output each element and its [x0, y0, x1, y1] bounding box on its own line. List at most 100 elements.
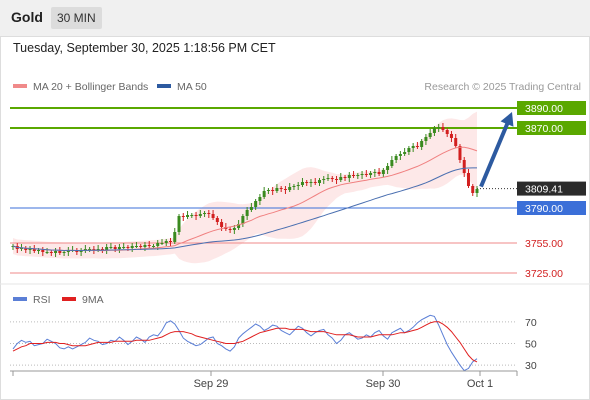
candle-body [326, 178, 330, 179]
candle-body [32, 249, 36, 251]
x-axis-tick-label: Sep 30 [366, 378, 401, 390]
candle-body [292, 186, 296, 187]
candle-body [100, 249, 104, 250]
candle [300, 178, 304, 187]
scenario-arrow [479, 121, 510, 188]
candle-body [466, 173, 470, 186]
candle [449, 131, 453, 142]
candle [339, 173, 343, 182]
candle-body [432, 128, 436, 133]
candle [266, 188, 270, 194]
candle [373, 169, 377, 177]
candle [386, 163, 390, 174]
candle [215, 216, 219, 225]
candle [45, 248, 49, 254]
symbol-title: Gold [11, 9, 43, 25]
candle-body [173, 232, 177, 242]
candle-body [58, 251, 62, 253]
candle [134, 242, 138, 248]
candle [428, 129, 432, 139]
candle-body [109, 247, 113, 248]
candle-body [37, 250, 41, 251]
candle [258, 194, 262, 205]
candle-body [364, 174, 368, 175]
candle-body [300, 182, 304, 185]
candle [66, 247, 70, 256]
candle [160, 239, 164, 245]
candle-body [194, 215, 198, 216]
candle-body [211, 214, 215, 218]
legend-label: RSI [33, 294, 51, 306]
candle-body [403, 152, 407, 154]
candle [309, 179, 313, 187]
copyright-text: Research © 2025 Trading Central [424, 81, 581, 93]
candle [437, 124, 441, 132]
candle-body [313, 182, 317, 183]
candle [381, 168, 385, 177]
level-label-box [517, 101, 586, 115]
candle-body [381, 170, 385, 174]
timeframe-button[interactable]: 30 MIN [51, 7, 102, 29]
candle-body [113, 247, 117, 249]
candle-body [309, 182, 313, 183]
candle [271, 187, 275, 195]
level-label-box [517, 201, 586, 215]
candle-body [130, 246, 134, 248]
candle [130, 243, 134, 252]
candle [49, 250, 53, 256]
candle-body [462, 160, 466, 173]
candle-body [271, 190, 275, 191]
candle-body [411, 146, 415, 148]
candle [228, 227, 232, 233]
candle-body [122, 247, 126, 248]
candle [390, 156, 394, 168]
candle [54, 248, 58, 257]
candle [415, 142, 419, 149]
candle-body [343, 177, 347, 178]
candle [403, 148, 407, 156]
candle [279, 186, 283, 192]
candle-body [139, 246, 143, 247]
candle [79, 248, 83, 256]
candle [296, 182, 300, 190]
candle-body [335, 179, 339, 180]
candle [292, 184, 296, 190]
candle-body [420, 141, 424, 147]
candle-body [190, 215, 194, 216]
candle [211, 210, 215, 220]
candle-body [66, 250, 70, 252]
candle-body [49, 252, 53, 253]
level-label-box [517, 121, 586, 135]
candle-body [105, 247, 109, 250]
level-label: 3890.00 [525, 103, 563, 115]
candle [420, 139, 424, 150]
rsi-ma-line [12, 321, 478, 363]
legend-swatch [157, 84, 171, 88]
legend-swatch [13, 84, 27, 88]
report-timestamp: Tuesday, September 30, 2025 1:18:56 PM C… [13, 41, 276, 55]
candle-body [245, 210, 249, 216]
candle [352, 171, 356, 178]
legend-swatch [62, 297, 76, 301]
candle [432, 126, 436, 136]
candle [466, 169, 470, 188]
level-label: 3790.00 [525, 203, 563, 215]
candle-body [126, 247, 130, 248]
candle [330, 176, 334, 182]
candle [173, 228, 177, 244]
candle-body [117, 247, 121, 249]
candle-body [237, 224, 241, 228]
candle-body [169, 241, 173, 242]
candle [347, 172, 351, 182]
candle-body [288, 187, 292, 190]
candle [241, 214, 245, 227]
candle [377, 168, 381, 176]
candle [326, 174, 330, 181]
candle-body [198, 214, 202, 216]
x-axis-tick-label: Oct 1 [467, 378, 493, 390]
candle-body [398, 154, 402, 156]
candle [169, 238, 173, 246]
candle-body [96, 249, 100, 250]
candle-body [428, 133, 432, 137]
candle [441, 123, 445, 132]
